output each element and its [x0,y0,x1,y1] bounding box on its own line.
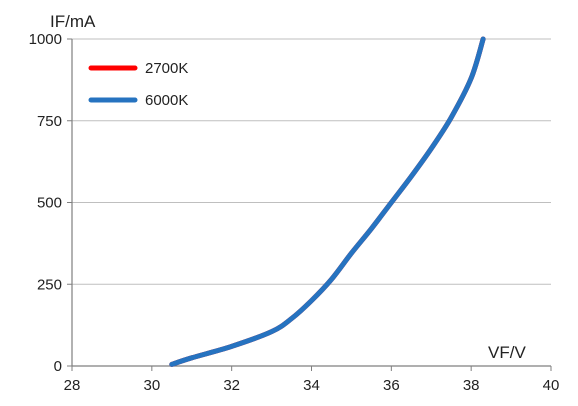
x-ticks: 28 30 32 34 36 38 40 [64,366,560,394]
x-tick-label-3: 34 [303,377,320,394]
x-axis-title: VF/V [488,343,526,362]
gridlines [72,38,551,285]
x-tick-label-4: 36 [383,377,400,394]
y-tick-label-4: 1000 [29,31,62,48]
legend-label-0: 2700K [145,60,188,77]
y-axis-title: IF/mA [50,12,96,31]
y-ticks: 0 250 500 750 1000 [29,31,72,375]
x-tick-label-5: 38 [463,377,480,394]
x-tick-label-2: 32 [223,377,240,394]
series-line-1 [169,36,486,367]
x-tick-label-1: 30 [143,377,160,394]
y-tick-label-1: 250 [37,276,62,293]
x-tick-label-0: 28 [64,377,81,394]
y-tick-label-3: 750 [37,113,62,130]
x-tick-label-6: 40 [543,377,560,394]
y-tick-label-2: 500 [37,195,62,212]
series-layer [169,36,486,367]
series-line-0 [169,36,486,367]
legend-label-1: 6000K [145,92,188,109]
legend: 2700K 6000K [88,60,188,109]
y-tick-label-0: 0 [54,358,62,375]
